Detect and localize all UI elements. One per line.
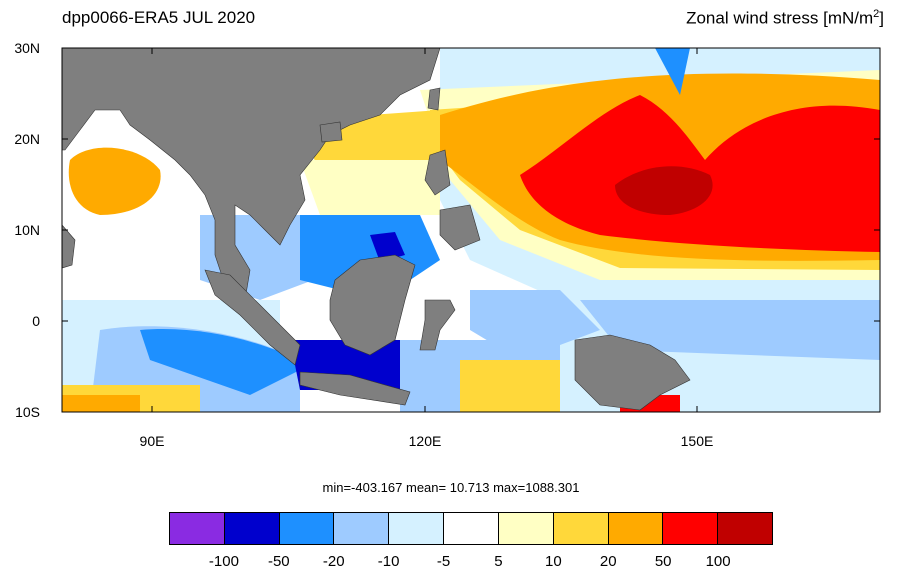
colorbar-label: 10 bbox=[545, 553, 562, 570]
colorbar-box bbox=[389, 513, 445, 544]
colorbar-box bbox=[334, 513, 390, 544]
ylabel-10s: 10S bbox=[15, 404, 40, 420]
colorbar-box bbox=[279, 513, 335, 544]
colorbar-label: 5 bbox=[494, 553, 503, 570]
ylabel-20n: 20N bbox=[14, 131, 40, 147]
axis-ticks bbox=[62, 47, 880, 413]
xlabel-150e: 150E bbox=[680, 433, 714, 449]
arabian-sea-max bbox=[68, 147, 161, 215]
colorbar-box bbox=[444, 513, 499, 544]
mindanao bbox=[439, 204, 481, 251]
java bbox=[299, 371, 411, 406]
dark-red-core bbox=[615, 166, 713, 215]
new-guinea bbox=[574, 334, 691, 411]
colorbar-label: -50 bbox=[267, 553, 290, 570]
wind-stress-map bbox=[61, 47, 881, 413]
xlabel-90e: 90E bbox=[139, 433, 165, 449]
colorbar-box bbox=[170, 513, 225, 544]
ylabel-30n: 30N bbox=[14, 40, 40, 56]
colorbar-box bbox=[663, 513, 719, 544]
colorbar-box bbox=[553, 513, 609, 544]
colorbar-box bbox=[498, 513, 554, 544]
colorbar-label: -100 bbox=[208, 553, 239, 570]
colorbar-box bbox=[608, 513, 664, 544]
blue-wedge bbox=[655, 48, 690, 95]
sulawesi bbox=[419, 299, 456, 351]
asia-mainland bbox=[62, 48, 441, 301]
ylabel-10n: 10N bbox=[14, 222, 40, 238]
colorbar-box bbox=[224, 513, 280, 544]
colorbar-box bbox=[718, 513, 772, 544]
colorbar bbox=[169, 512, 773, 545]
colorbar-label: -20 bbox=[322, 553, 345, 570]
colorbar-label: 50 bbox=[654, 553, 672, 570]
colorbar-label: -10 bbox=[377, 553, 400, 570]
taiwan bbox=[427, 87, 441, 111]
land-masses bbox=[62, 48, 691, 411]
colorbar-label: 20 bbox=[599, 553, 617, 570]
sumatra bbox=[204, 269, 301, 366]
variable-title: Zonal wind stress [mN/m2] bbox=[686, 8, 884, 28]
luzon bbox=[424, 149, 451, 196]
colorbar-label: 100 bbox=[705, 553, 731, 570]
india-tip bbox=[62, 224, 76, 269]
hainan bbox=[319, 121, 343, 143]
xlabel-120e: 120E bbox=[408, 433, 442, 449]
ylabel-0: 0 bbox=[32, 313, 40, 329]
borneo bbox=[329, 254, 416, 356]
field-layer bbox=[62, 48, 880, 412]
plot-title: dpp0066-ERA5 JUL 2020 bbox=[62, 8, 256, 27]
field-statistics: min=-403.167 mean= 10.713 max=1088.301 bbox=[322, 480, 580, 495]
colorbar-label: -5 bbox=[436, 553, 451, 570]
